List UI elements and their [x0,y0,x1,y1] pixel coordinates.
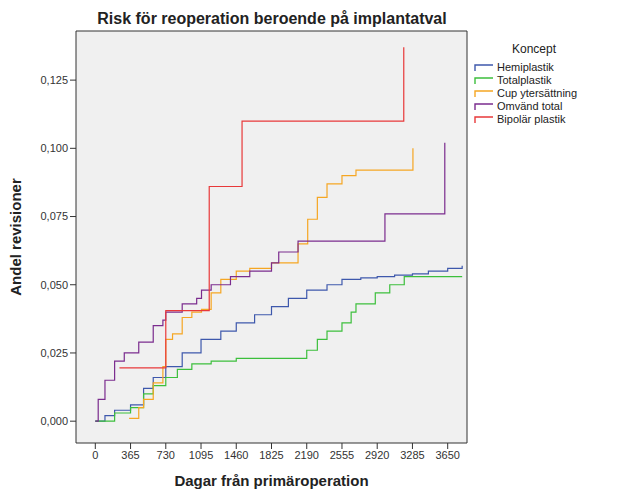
html-text:Bipolär plastik: Bipolär plastik [497,112,566,125]
svg-text:1460: 1460 [224,449,248,461]
svg-text:0: 0 [92,449,98,461]
svg-text:0,025: 0,025 [40,347,68,359]
svg-text:0,100: 0,100 [40,142,68,154]
svg-text:2190: 2190 [294,449,318,461]
svg-text:2555: 2555 [330,449,354,461]
html-text:Cup ytersättning: Cup ytersättning [497,86,578,99]
svg-text:1825: 1825 [259,449,283,461]
svg-text:Dagar från primäroperation: Dagar från primäroperation [174,472,368,489]
svg-text:Andel revisioner: Andel revisioner [8,178,24,296]
svg-text:0,075: 0,075 [40,210,68,222]
svg-text:0,125: 0,125 [40,74,68,86]
html-text:Totalplastik: Totalplastik [497,73,552,86]
html-text:Risk för reoperation beroende: Risk för reoperation beroende på implant… [97,10,447,27]
svg-text:1095: 1095 [189,449,213,461]
svg-text:0,000: 0,000 [40,415,68,427]
svg-text:3650: 3650 [435,449,459,461]
svg-text:2920: 2920 [365,449,389,461]
svg-text:730: 730 [157,449,175,461]
html-text:Hemiplastik: Hemiplastik [497,60,554,73]
html-text:Omvänd total: Omvänd total [497,99,563,112]
html-text:Koncept: Koncept [512,42,556,56]
svg-text:365: 365 [121,449,139,461]
svg-text:0,050: 0,050 [40,279,68,291]
svg-text:3285: 3285 [400,449,424,461]
